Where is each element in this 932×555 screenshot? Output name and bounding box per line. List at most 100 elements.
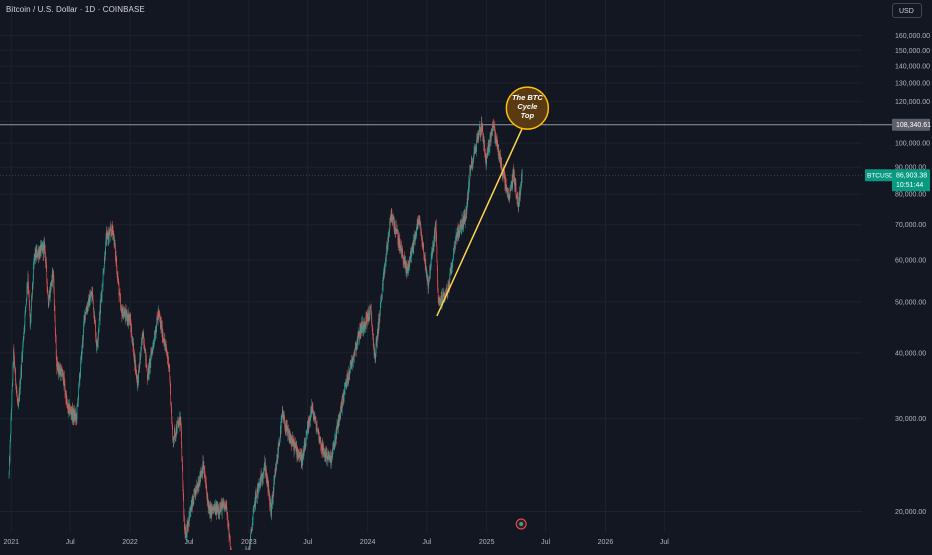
y-tick-label: 30,000.00	[895, 416, 926, 423]
candle-body	[350, 362, 351, 372]
candle-body	[31, 300, 32, 309]
candle-body	[282, 417, 283, 419]
chart-title: Bitcoin / U.S. Dollar · 1D · COINBASE	[6, 5, 145, 14]
candle-body	[276, 461, 277, 470]
y-tick-label: 20,000.00	[895, 509, 926, 516]
candle	[172, 425, 173, 442]
cycle-top-text-2: Cycle	[517, 102, 537, 111]
candle-body	[63, 372, 64, 382]
candles-layer	[9, 116, 523, 550]
x-tick-label: 2023	[241, 539, 257, 546]
candle-body	[46, 266, 47, 278]
y-tick-label: 70,000.00	[895, 222, 926, 229]
candle-body	[12, 392, 13, 407]
candle-body	[103, 273, 104, 285]
candle	[228, 515, 229, 529]
candle-body	[345, 383, 346, 388]
candle-body	[146, 356, 147, 364]
candle-body	[484, 148, 485, 154]
candle	[95, 320, 96, 343]
candle-body	[436, 234, 437, 245]
candle-body	[143, 336, 144, 337]
candle	[264, 455, 265, 470]
x-tick-label: Jul	[660, 539, 669, 546]
candle-body	[423, 244, 424, 253]
candle-body	[133, 343, 134, 356]
candle	[100, 299, 101, 325]
candle	[436, 232, 437, 246]
candle-body	[269, 495, 270, 504]
candle-body	[91, 294, 92, 296]
candle-body	[253, 514, 254, 520]
candle	[14, 344, 15, 353]
candle-body	[497, 138, 498, 143]
y-tick-label: 130,000.00	[895, 81, 930, 88]
candle-body	[110, 230, 111, 235]
candle	[429, 276, 430, 281]
event-marker-dot-icon	[519, 522, 523, 526]
candle-body	[172, 427, 173, 437]
candle	[133, 343, 134, 356]
candle-body	[482, 126, 483, 137]
candle-body	[29, 302, 30, 310]
candle-body	[95, 325, 96, 336]
x-tick-label: 2022	[122, 539, 138, 546]
x-tick-label: 2025	[479, 539, 495, 546]
candle-body	[92, 292, 93, 295]
y-tick-label: 60,000.00	[895, 258, 926, 265]
candle-body	[99, 319, 100, 328]
candle-body	[305, 445, 306, 449]
candle-body	[163, 338, 164, 339]
candle-body	[77, 406, 78, 419]
candle-body	[335, 436, 336, 443]
y-tick-label: 100,000.00	[895, 141, 930, 148]
y-tick-label: 150,000.00	[895, 48, 930, 55]
candle-body	[157, 317, 158, 319]
candle-body	[278, 449, 279, 453]
y-tick-label: 40,000.00	[895, 350, 926, 357]
countdown-label: 10:51:44	[896, 182, 923, 189]
candle-body	[510, 187, 511, 191]
candle-body	[177, 423, 178, 432]
candle-body	[303, 457, 304, 459]
cycle-top-text-1: The BTC	[512, 93, 543, 102]
candle-body	[435, 224, 436, 237]
candle-body	[333, 447, 334, 449]
candle-body	[170, 388, 171, 404]
candle-body	[49, 300, 50, 304]
candle-body	[441, 297, 442, 304]
candle	[246, 546, 247, 550]
candle	[253, 505, 254, 512]
y-tick-label: 50,000.00	[895, 299, 926, 306]
candle-body	[264, 462, 265, 467]
x-tick-label: 2024	[360, 539, 376, 546]
candle-body	[219, 508, 220, 513]
candle-body	[355, 347, 356, 353]
y-tick-label: 160,000.00	[895, 33, 930, 40]
candle-body	[183, 485, 184, 490]
x-tick-label: 2026	[598, 539, 614, 546]
candle	[453, 260, 454, 268]
x-tick-label: Jul	[66, 539, 75, 546]
candle-body	[471, 168, 472, 170]
candle-body	[45, 245, 46, 252]
candle-body	[105, 254, 106, 258]
x-tick-label: Jul	[541, 539, 550, 546]
hline-price-label: 108,340.61	[896, 122, 931, 129]
candle	[26, 305, 27, 312]
candle	[400, 232, 401, 254]
currency-selector[interactable]: USD	[892, 3, 922, 18]
cycle-top-text-3: Top	[521, 111, 535, 120]
candle-body	[102, 286, 103, 296]
candle	[269, 493, 270, 511]
candle	[345, 382, 346, 395]
x-tick-label: Jul	[184, 539, 193, 546]
x-tick-label: 2021	[3, 539, 19, 546]
candle-body	[452, 262, 453, 267]
candle	[522, 169, 523, 183]
